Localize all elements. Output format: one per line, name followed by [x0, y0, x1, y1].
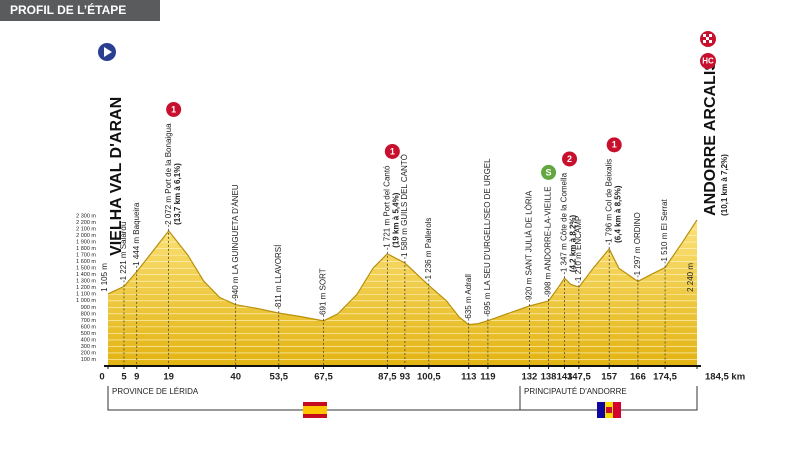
flag-andorra — [597, 402, 621, 418]
finish-name: ANDORRE ARCALIS — [702, 60, 719, 216]
x-tick-label: 53,5 — [270, 372, 289, 383]
category-badge — [562, 151, 578, 167]
x-tick-label: 87,5 — [378, 372, 397, 383]
x-tick-label: 9 — [134, 372, 139, 383]
waypoint-label: 1 721 m Port del Cantó — [382, 165, 391, 248]
category-label: 2 — [567, 154, 572, 164]
waypoint-label: 940 m LA GUINGUETA D'ÀNEU — [231, 184, 240, 299]
waypoint-label: 1 444 m Baqueira — [132, 202, 141, 266]
x-tick-label: 113 — [461, 372, 476, 383]
climb-info: (6,4 km à 8,5%) — [613, 185, 622, 243]
region-label: PROVINCE DE LÉRIDA — [112, 387, 199, 396]
x-tick-label: 5 — [121, 372, 127, 383]
x-tick-label: 143 — [557, 372, 573, 383]
x-tick-label: 67,5 — [314, 372, 333, 383]
category-label: 1 — [612, 140, 617, 150]
category-badge — [700, 53, 716, 69]
start-arrow — [104, 47, 112, 57]
y-tick-label: 400 m — [81, 337, 97, 343]
elevation-area — [108, 219, 697, 366]
waypoint-label: 1 236 m Pallerols — [424, 218, 433, 280]
x-tick-label: 132 — [521, 372, 537, 383]
climb-info: (13,7 km à 6,1%) — [173, 163, 182, 225]
y-tick-label: 1 700 m — [76, 253, 96, 259]
y-tick-label: 900 m — [81, 305, 97, 311]
y-tick-label: 500 m — [81, 331, 97, 337]
elevation-line — [107, 219, 698, 326]
waypoint-label: 1 221 m Salardú — [119, 222, 128, 281]
y-tick-label: 700 m — [81, 318, 97, 324]
x-tick-label: 0 — [99, 372, 104, 383]
category-label: S — [546, 167, 552, 177]
x-tick-label: 147,5 — [567, 372, 591, 383]
x-tick-label: 184,5 km — [705, 372, 745, 383]
climb-info: (19 km à 5,4%) — [391, 192, 400, 247]
start-name: VIELHA VAL D'ARAN — [108, 97, 125, 256]
x-tick-label: 119 — [480, 372, 495, 383]
category-badge — [384, 143, 400, 159]
x-tick-label: 138 — [541, 372, 557, 383]
waypoint-label: 1 796 m Col de Beixalis — [604, 159, 613, 243]
y-tick-label: 1 400 m — [76, 272, 96, 278]
waypoint-label: 691 m SORT — [319, 268, 328, 315]
y-tick-label: 2 200 m — [76, 220, 96, 226]
x-tick-label: 166 — [630, 372, 646, 383]
y-tick-label: 800 m — [81, 311, 97, 317]
waypoint-label: 1 580 m GUILS DEL CANTÓ — [400, 154, 409, 257]
climb-info: (4,2 km à 8,2%) — [569, 214, 578, 272]
x-tick-label: 93 — [400, 372, 411, 383]
x-tick-label: 157 — [601, 372, 617, 383]
region-bracket — [107, 386, 698, 411]
y-tick-label: 1 800 m — [76, 246, 96, 252]
y-tick-label: 1 200 m — [76, 285, 96, 291]
y-tick-label: 2 000 m — [76, 233, 96, 239]
waypoint-label: 1 297 m ORDINO — [633, 212, 642, 275]
y-tick-label: 2 100 m — [76, 226, 96, 232]
waypoint-label: 1 347 m Côte de la Comella — [560, 172, 569, 272]
category-badge — [606, 137, 622, 153]
category-badge — [166, 101, 182, 117]
header-bar — [0, 0, 160, 21]
start-altitude: 1 105 m — [100, 263, 109, 292]
y-tick-label: 1 300 m — [76, 279, 96, 285]
x-tick-label: 174,5 — [653, 372, 677, 383]
category-badge — [541, 164, 557, 180]
y-tick-label: 200 m — [81, 350, 97, 356]
waypoint-label: 2 072 m Port de la Bonaigua — [164, 123, 173, 225]
finish-altitude: 2 240 m — [686, 263, 695, 292]
y-tick-label: 100 m — [81, 357, 97, 363]
y-tick-label: 1 500 m — [76, 266, 96, 272]
x-tick-label: 40 — [230, 372, 241, 383]
y-tick-label: 1 900 m — [76, 240, 96, 246]
category-label: 1 — [390, 146, 395, 156]
y-tick-label: 1 100 m — [76, 292, 96, 298]
flag-spain — [303, 402, 327, 418]
y-tick-label: 1 600 m — [76, 259, 96, 265]
y-tick-label: 2 300 m — [76, 213, 96, 219]
waypoint-label: 1 510 m El Serrat — [660, 198, 669, 261]
category-label: HC — [702, 57, 714, 66]
waypoint-label: 811 m LLAVORSÍ — [274, 244, 283, 307]
header-title: PROFIL DE L’ÉTAPE — [10, 2, 126, 17]
y-tick-label: 300 m — [81, 344, 97, 350]
region-label: PRINCIPAUTÉ D'ANDORRE — [524, 387, 627, 396]
category-label: 1 — [171, 104, 176, 114]
waypoint-label: 1 210 m ENCAMP — [574, 216, 583, 281]
waypoint-label: 695 m LA SEU D'URGELL/SEO DE URGEL — [483, 158, 492, 315]
x-tick-label: 19 — [163, 372, 174, 383]
finish-flag-icon — [700, 31, 716, 47]
finish-climb: (10,1 km à 7,2%) — [720, 154, 729, 216]
y-tick-label: 600 m — [81, 324, 97, 330]
waypoint-label: 635 m Adrall — [464, 274, 473, 319]
waypoint-label: 998 m ANDORRE-LA-VIEILLE — [544, 186, 553, 294]
y-tick-label: 1 000 m — [76, 298, 96, 304]
x-tick-label: 100,5 — [417, 372, 441, 383]
waypoint-label: 920 m SANT JULIÀ DE LÒRIA — [525, 190, 534, 300]
